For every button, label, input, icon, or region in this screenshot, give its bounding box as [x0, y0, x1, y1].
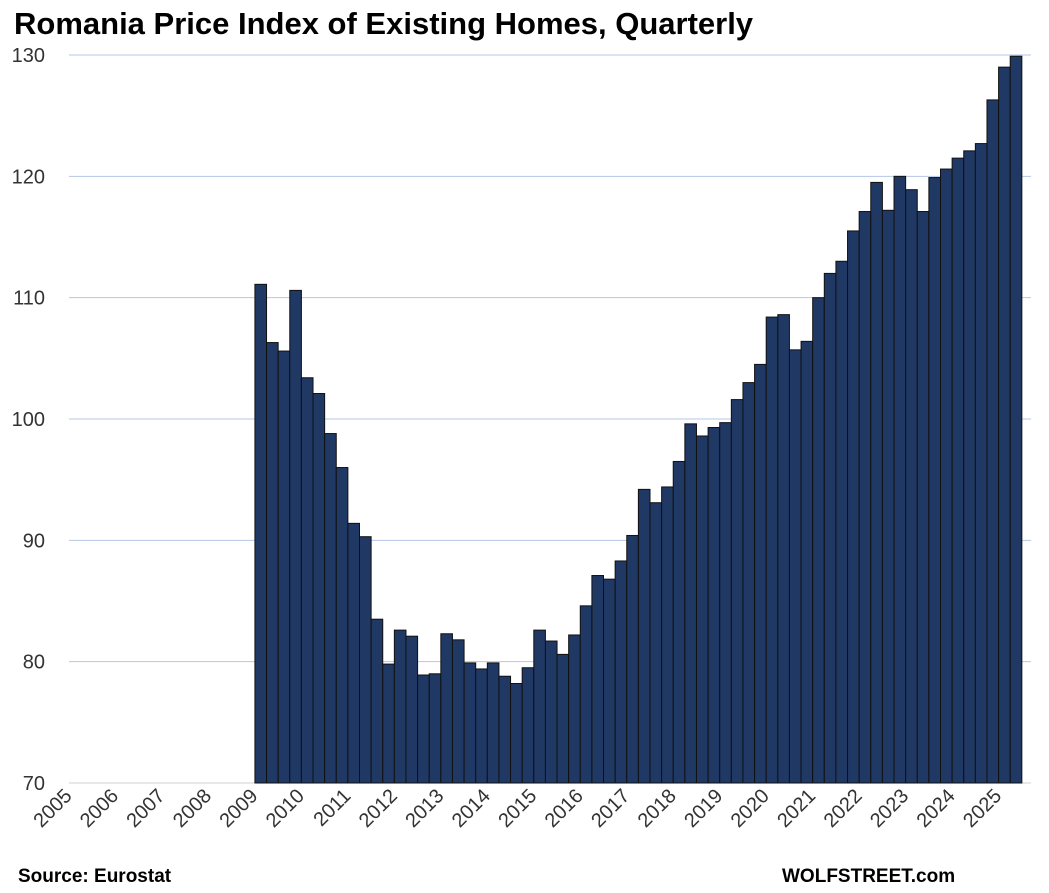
y-tick-label: 80	[23, 652, 45, 674]
bar	[707, 426, 721, 784]
bar	[835, 260, 849, 784]
y-tick-label: 130	[12, 45, 45, 67]
x-tick-label: 2018	[634, 785, 681, 832]
bar	[533, 629, 546, 784]
x-tick-label: 2024	[913, 785, 960, 832]
bar	[637, 488, 651, 784]
bar	[800, 340, 814, 784]
bar	[1009, 55, 1023, 784]
x-tick-label: 2019	[680, 785, 727, 832]
bar	[463, 662, 477, 784]
bar	[765, 316, 779, 784]
bar	[684, 423, 697, 784]
bar	[847, 230, 860, 784]
bar	[754, 363, 767, 784]
x-tick-label: 2012	[355, 785, 402, 832]
x-tick-label: 2014	[448, 785, 495, 832]
x-tick-label: 2008	[169, 785, 216, 832]
brand-label: WOLFSTREET.com	[782, 866, 956, 887]
x-tick-label: 2015	[494, 785, 541, 832]
x-tick-label: 2009	[215, 785, 262, 832]
bar	[858, 211, 872, 784]
x-tick-label: 2022	[820, 785, 867, 832]
bar	[579, 605, 593, 784]
bar	[591, 575, 605, 784]
bar	[730, 399, 744, 784]
bar	[649, 502, 663, 784]
x-tick-label: 2013	[401, 785, 448, 832]
bar	[823, 272, 837, 784]
bar	[254, 283, 268, 784]
x-tick-label: 2007	[122, 785, 169, 832]
x-tick-label: 2017	[587, 785, 634, 832]
bar	[347, 522, 361, 784]
bar	[695, 435, 709, 784]
x-tick-label: 2023	[866, 785, 913, 832]
bar	[544, 640, 558, 784]
bar	[974, 143, 988, 784]
bar	[626, 534, 639, 784]
bar	[905, 189, 918, 784]
bar	[568, 634, 581, 784]
bar	[603, 578, 616, 784]
bar	[451, 639, 465, 784]
bar	[556, 653, 570, 784]
bar	[812, 297, 825, 784]
x-tick-label: 2010	[262, 785, 309, 832]
bar	[510, 683, 523, 784]
bar	[475, 668, 488, 784]
bar	[405, 635, 419, 784]
bar	[335, 467, 349, 784]
bar	[998, 66, 1011, 784]
y-tick-label: 70	[23, 773, 45, 795]
bar	[661, 486, 674, 784]
bar	[486, 662, 500, 784]
bar	[359, 536, 372, 784]
source-note: Source: Eurostat	[18, 866, 172, 887]
bar	[719, 422, 732, 784]
x-tick-label: 2011	[309, 785, 355, 831]
bar	[393, 629, 407, 784]
y-tick-label: 110	[13, 288, 45, 310]
y-tick-label: 120	[12, 166, 45, 188]
bar	[498, 675, 512, 784]
x-tick-label: 2021	[773, 785, 820, 832]
bar	[417, 674, 430, 784]
bar	[963, 150, 976, 784]
bar	[614, 560, 628, 784]
bar	[916, 211, 930, 784]
bar	[986, 99, 1000, 784]
bar	[881, 209, 895, 784]
bar	[672, 460, 686, 784]
x-tick-label: 2006	[76, 785, 123, 832]
bar	[870, 181, 883, 784]
x-tick-label: 2016	[541, 785, 588, 832]
y-tick-label: 90	[23, 530, 45, 552]
bar	[951, 157, 965, 784]
y-tick-label: 100	[12, 409, 45, 431]
bar	[777, 314, 790, 784]
bar	[928, 177, 942, 784]
bar	[324, 433, 337, 784]
bar	[266, 342, 279, 784]
bar	[940, 168, 953, 784]
bar	[428, 673, 442, 784]
bar	[521, 667, 535, 784]
x-tick-label: 2025	[959, 785, 1006, 832]
bar	[312, 393, 326, 784]
bar	[440, 633, 453, 784]
bar	[382, 663, 395, 784]
x-tick-label: 2020	[727, 785, 774, 832]
chart-title: Romania Price Index of Existing Homes, Q…	[14, 6, 754, 41]
bar	[300, 377, 314, 784]
bar	[788, 349, 802, 784]
bar	[893, 175, 907, 784]
bar	[370, 618, 384, 784]
bar	[742, 382, 756, 784]
bar	[289, 289, 302, 784]
bar	[277, 350, 291, 784]
